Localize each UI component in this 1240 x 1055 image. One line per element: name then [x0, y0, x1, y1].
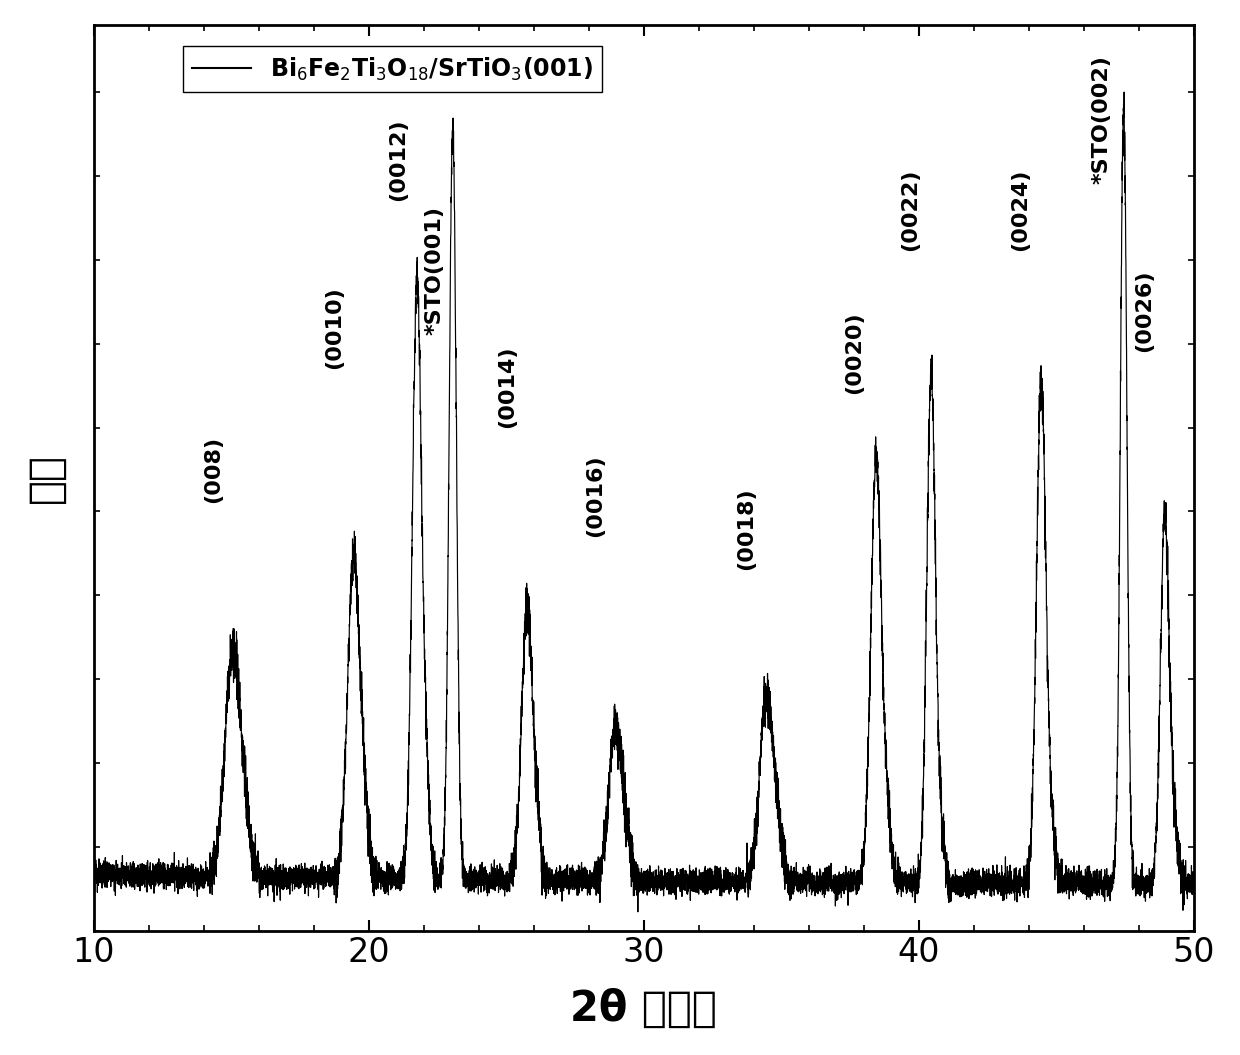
Legend: Bi$_6$Fe$_2$Ti$_3$O$_{18}$/SrTiO$_3$(001): Bi$_6$Fe$_2$Ti$_3$O$_{18}$/SrTiO$_3$(001… [182, 45, 603, 92]
Text: (0022): (0022) [900, 169, 920, 251]
Text: (0014): (0014) [497, 345, 517, 427]
Text: (008): (008) [203, 436, 223, 503]
Text: (0010): (0010) [325, 286, 345, 369]
Text: *STO(001): *STO(001) [424, 207, 444, 335]
Text: (0020): (0020) [843, 311, 863, 394]
Text: (0016): (0016) [585, 454, 605, 537]
Text: *STO(002): *STO(002) [1091, 56, 1111, 185]
Text: (0024): (0024) [1011, 169, 1030, 251]
Text: (0012): (0012) [388, 118, 408, 202]
Text: (0018): (0018) [737, 487, 756, 570]
Y-axis label: 强度: 强度 [25, 453, 67, 503]
X-axis label: 2θ （度）: 2θ （度） [570, 987, 717, 1030]
Text: (0026): (0026) [1135, 270, 1154, 352]
